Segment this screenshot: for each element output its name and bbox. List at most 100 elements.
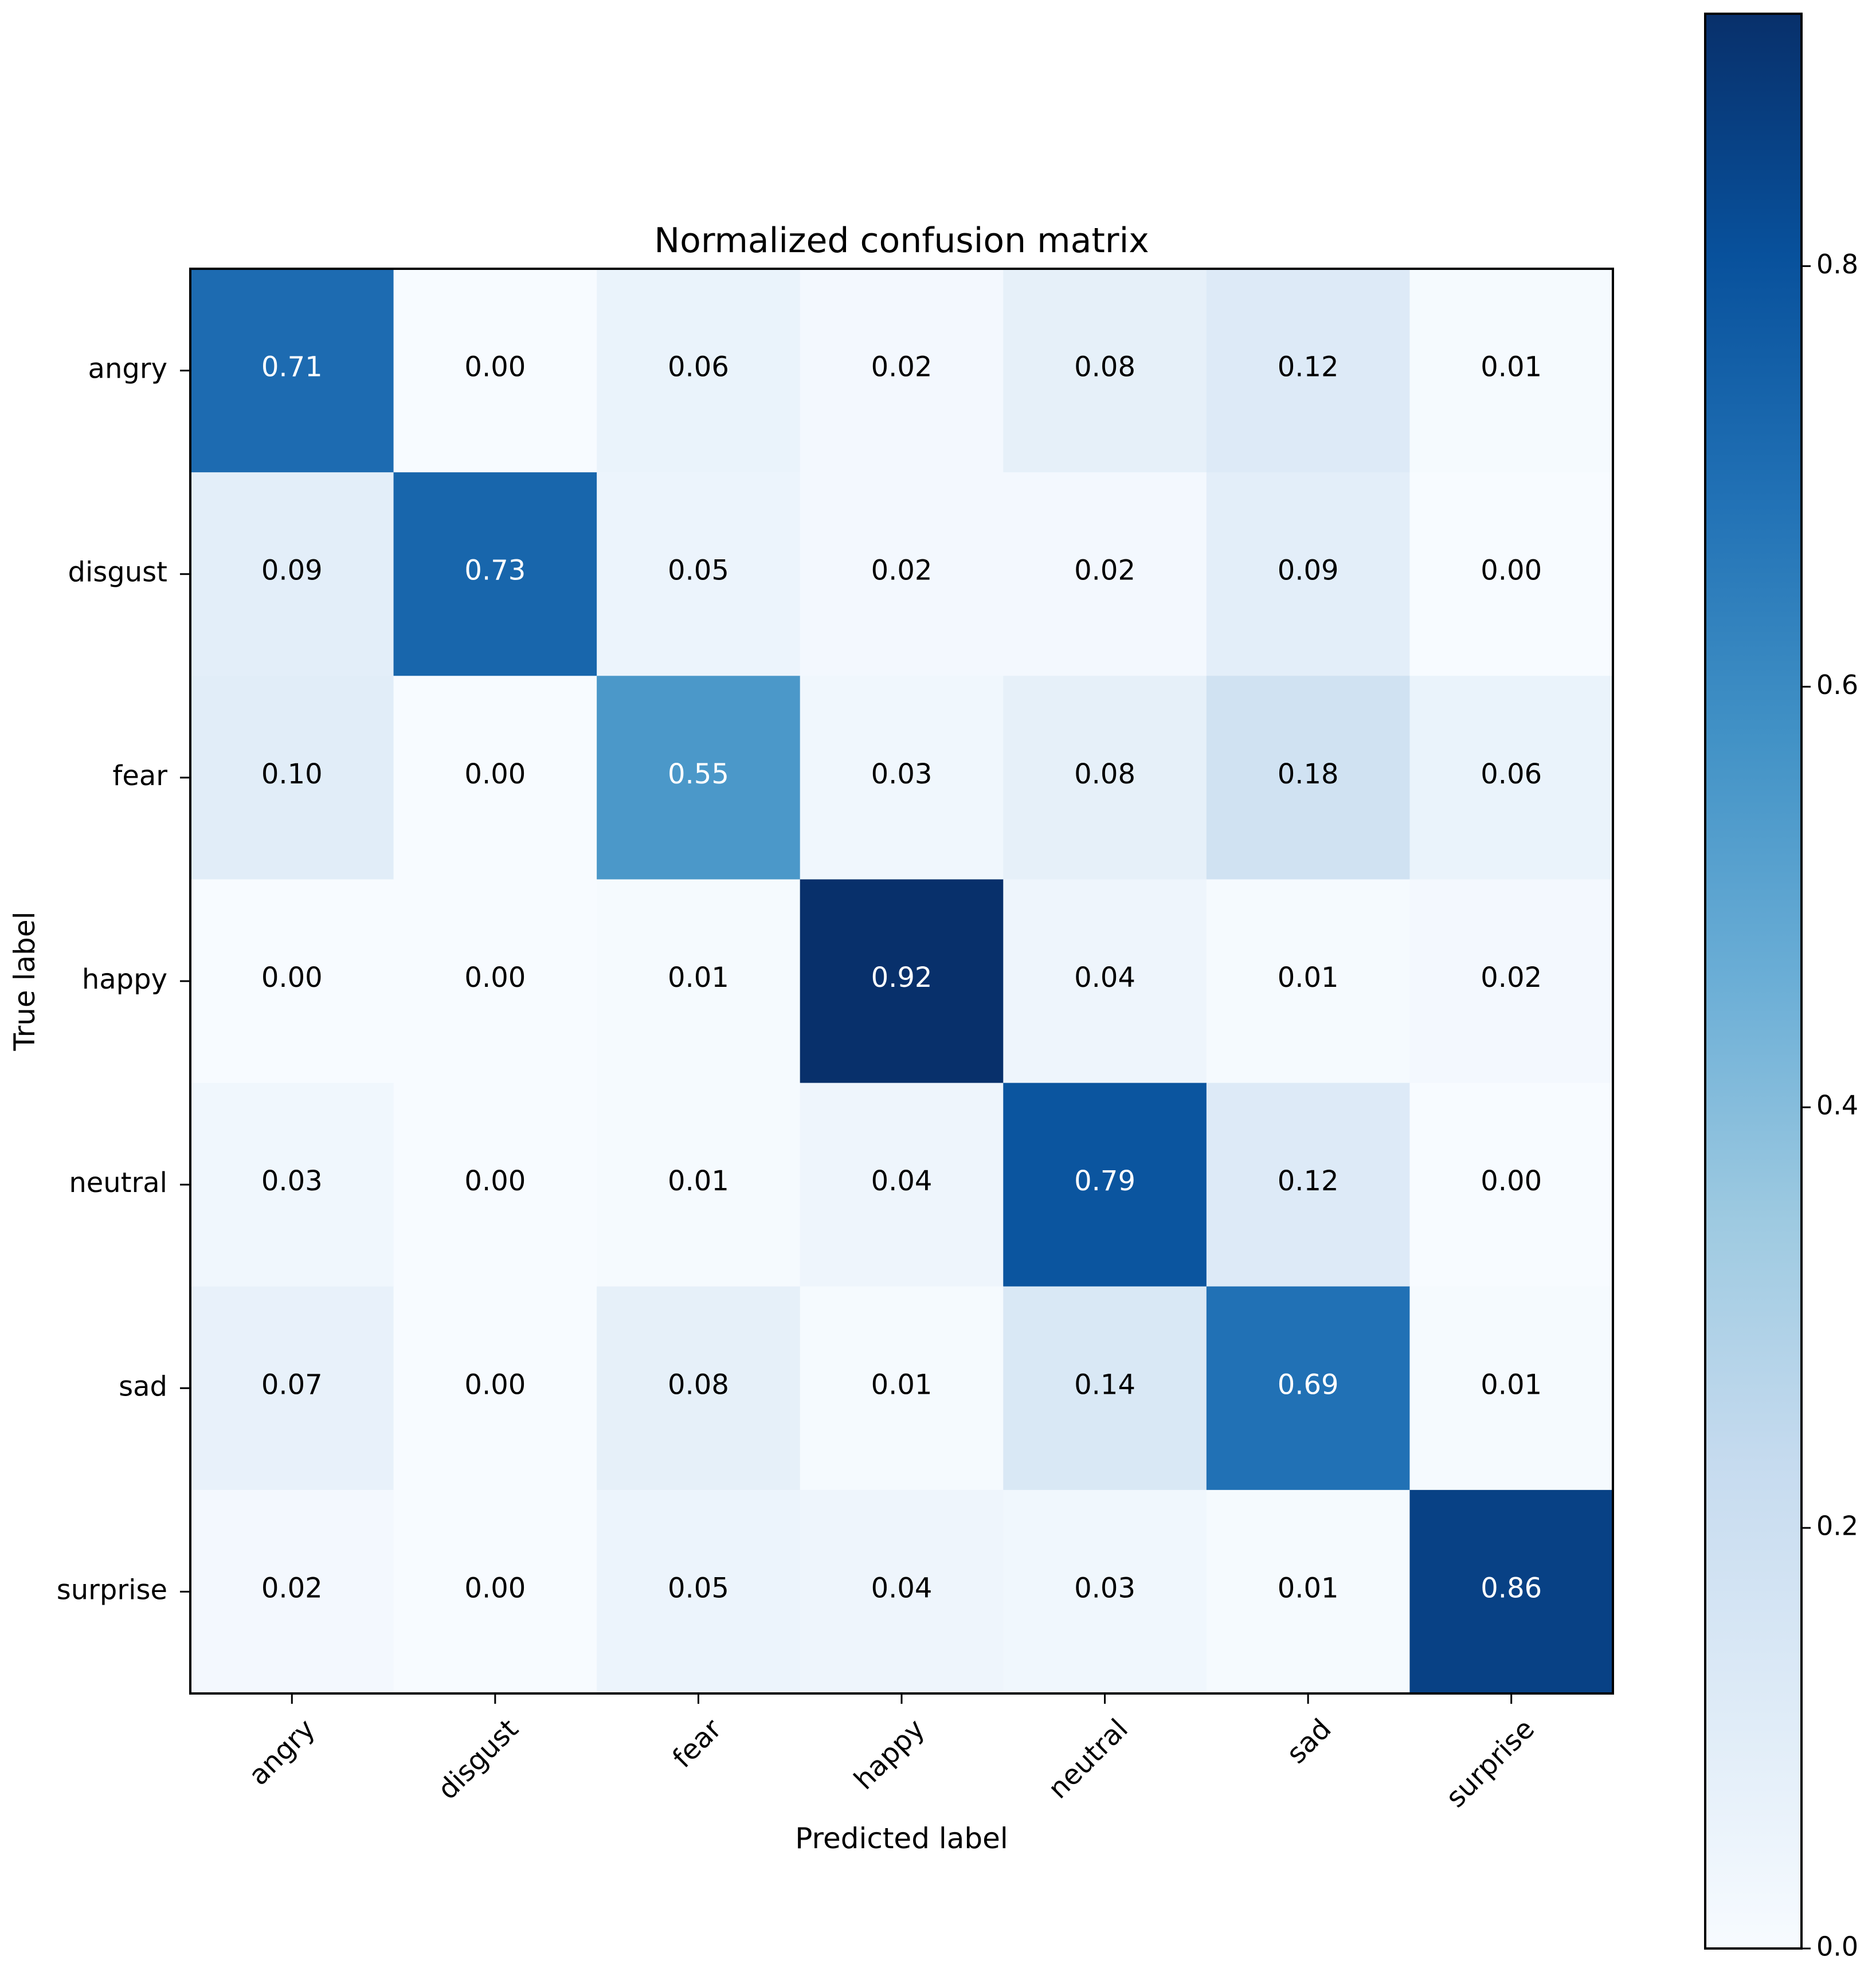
cell-value-label: 0.18 xyxy=(1278,758,1339,790)
heatmap-cell xyxy=(800,269,1004,473)
cell-value-label: 0.04 xyxy=(871,1572,933,1604)
cell-value-label: 0.09 xyxy=(261,555,323,587)
heatmap-cell xyxy=(1003,1286,1207,1491)
cell-value-label: 0.01 xyxy=(1481,1369,1542,1401)
y-tick-label: disgust xyxy=(68,556,167,589)
heatmap-cell xyxy=(190,676,394,880)
heatmap-cell xyxy=(393,1286,597,1491)
cell-value-label: 0.00 xyxy=(464,1572,526,1604)
heatmap-cell xyxy=(1206,1286,1411,1491)
heatmap-cell xyxy=(800,1489,1004,1694)
cell-value-label: 0.12 xyxy=(1278,351,1339,383)
heatmap-cell xyxy=(597,1489,801,1694)
chart-title: Normalized confusion matrix xyxy=(654,221,1149,261)
cell-value-label: 0.08 xyxy=(668,1369,729,1401)
heatmap-cell xyxy=(1003,472,1207,676)
heatmap-cells xyxy=(190,269,1613,1694)
heatmap-cell xyxy=(393,676,597,880)
heatmap-cell xyxy=(597,879,801,1084)
heatmap-cell xyxy=(393,1489,597,1694)
cell-value-label: 0.79 xyxy=(1074,1165,1135,1197)
cell-value-label: 0.02 xyxy=(1074,555,1135,587)
heatmap-cell xyxy=(1409,879,1613,1084)
cell-value-label: 0.02 xyxy=(871,555,933,587)
heatmap-cell xyxy=(393,472,597,676)
heatmap-cell xyxy=(1206,269,1411,473)
cell-value-label: 0.02 xyxy=(871,351,933,383)
heatmap-cell xyxy=(1409,1083,1613,1287)
cell-value-label: 0.10 xyxy=(261,758,323,790)
heatmap-cell xyxy=(1003,269,1207,473)
cell-value-label: 0.55 xyxy=(668,758,729,790)
y-tick-label: fear xyxy=(112,760,167,792)
heatmap-cell xyxy=(800,1286,1004,1491)
y-tick-label: neutral xyxy=(69,1167,167,1199)
heatmap-cell xyxy=(190,472,394,676)
cell-value-label: 0.73 xyxy=(464,555,526,587)
cell-value-label: 0.00 xyxy=(261,962,323,994)
colorbar-tick-label: 0.2 xyxy=(1816,1511,1858,1542)
y-tick-label: surprise xyxy=(57,1574,167,1606)
heatmap-cell xyxy=(597,472,801,676)
cell-value-label: 0.92 xyxy=(871,962,933,994)
cell-value-label: 0.69 xyxy=(1278,1369,1339,1401)
heatmap-cell xyxy=(190,1489,394,1694)
heatmap-cell xyxy=(393,269,597,473)
cell-value-label: 0.05 xyxy=(668,555,729,587)
heatmap-cell xyxy=(1409,1286,1613,1491)
heatmap-cell xyxy=(1409,676,1613,880)
cell-value-label: 0.01 xyxy=(1278,962,1339,994)
heatmap-cell xyxy=(1206,1083,1411,1287)
heatmap-cell xyxy=(1003,1083,1207,1287)
heatmap-cell xyxy=(190,1286,394,1491)
heatmap-cell xyxy=(597,1083,801,1287)
colorbar-ticks: 0.0 0.2 0.4 0.6 0.8 xyxy=(1801,249,1858,1962)
y-tick-label: angry xyxy=(88,353,167,385)
cell-value-label: 0.02 xyxy=(1481,962,1542,994)
heatmap-cell xyxy=(1409,269,1613,473)
heatmap-cell xyxy=(1206,879,1411,1084)
heatmap-cell xyxy=(1409,1489,1613,1694)
cell-value-label: 0.86 xyxy=(1481,1572,1542,1604)
cell-value-label: 0.00 xyxy=(464,758,526,790)
cell-value-label: 0.02 xyxy=(261,1572,323,1604)
cell-value-label: 0.01 xyxy=(1481,351,1542,383)
cell-value-label: 0.00 xyxy=(464,1165,526,1197)
cell-value-label: 0.01 xyxy=(668,962,729,994)
heatmap-cell xyxy=(190,269,394,473)
cell-value-label: 0.06 xyxy=(668,351,729,383)
cell-value-label: 0.04 xyxy=(871,1165,933,1197)
y-tick-label: sad xyxy=(119,1370,167,1402)
cell-value-label: 0.01 xyxy=(871,1369,933,1401)
cell-value-label: 0.12 xyxy=(1278,1165,1339,1197)
heatmap-cell xyxy=(800,676,1004,880)
cell-value-label: 0.04 xyxy=(1074,962,1135,994)
colorbar-tick-label: 0.6 xyxy=(1816,669,1858,700)
cell-value-label: 0.14 xyxy=(1074,1369,1135,1401)
heatmap-cell xyxy=(1003,1489,1207,1694)
colorbar-tick-label: 0.0 xyxy=(1816,1931,1858,1962)
y-axis-label: True label xyxy=(8,911,41,1051)
cell-value-label: 0.06 xyxy=(1481,758,1542,790)
heatmap-cell xyxy=(190,1083,394,1287)
heatmap-cell xyxy=(800,879,1004,1084)
cell-value-label: 0.09 xyxy=(1278,555,1339,587)
cell-value-label: 0.00 xyxy=(1481,555,1542,587)
colorbar-tick-label: 0.8 xyxy=(1816,249,1858,280)
cell-value-label: 0.01 xyxy=(668,1165,729,1197)
heatmap-cell xyxy=(1003,879,1207,1084)
heatmap-cell xyxy=(393,879,597,1084)
colorbar-tick-label: 0.4 xyxy=(1816,1090,1858,1121)
cell-value-label: 0.08 xyxy=(1074,351,1135,383)
cell-value-label: 0.03 xyxy=(1074,1572,1135,1604)
cell-value-label: 0.00 xyxy=(464,351,526,383)
colorbar xyxy=(1704,13,1803,1950)
y-axis-ticks: angry disgust fear happy neutral sad surprise xyxy=(57,353,190,1606)
x-axis-label: Predicted label xyxy=(795,1822,1008,1855)
cell-value-label: 0.07 xyxy=(261,1369,323,1401)
heatmap-cell xyxy=(190,879,394,1084)
heatmap-cell xyxy=(1003,676,1207,880)
y-tick-label: happy xyxy=(82,963,167,995)
cell-value-label: 0.03 xyxy=(261,1165,323,1197)
